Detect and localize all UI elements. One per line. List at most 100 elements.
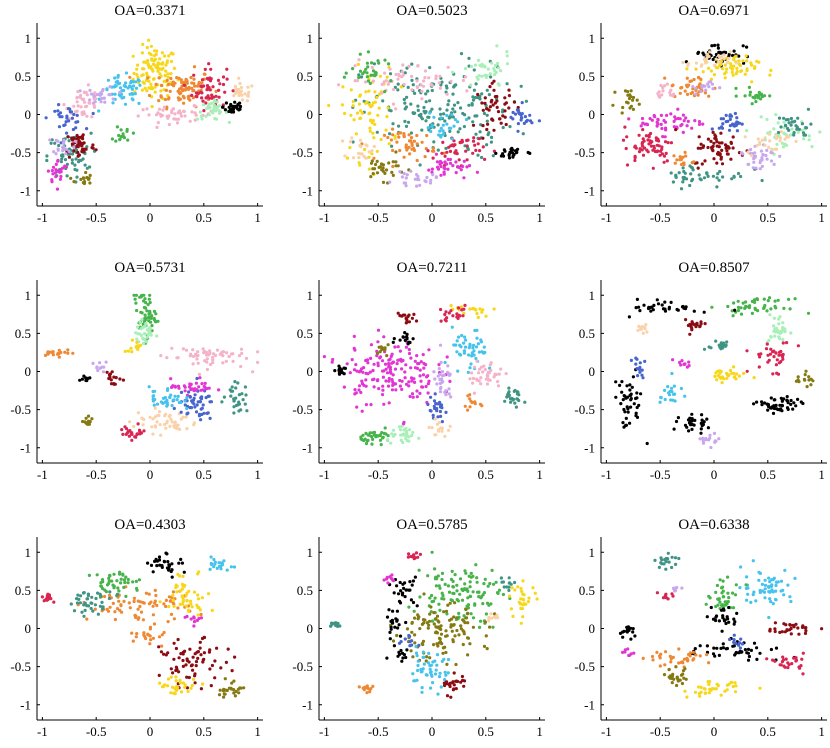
data-point <box>485 647 489 651</box>
data-point <box>796 626 800 630</box>
data-point <box>232 565 237 569</box>
data-point <box>625 629 629 633</box>
data-point <box>179 557 183 562</box>
data-point <box>724 600 729 604</box>
data-point <box>442 657 446 662</box>
y-tick-label: 1 <box>25 31 32 46</box>
data-point <box>435 409 439 413</box>
data-point <box>769 307 773 311</box>
data-point <box>728 637 732 642</box>
data-point <box>80 110 84 115</box>
data-point <box>194 664 198 668</box>
data-point <box>183 385 187 389</box>
data-point <box>158 72 162 76</box>
data-point <box>126 581 130 585</box>
data-point <box>505 82 509 86</box>
data-point <box>699 178 703 182</box>
data-point <box>706 174 710 178</box>
data-point <box>227 109 231 114</box>
data-point <box>514 405 519 409</box>
data-point <box>718 141 722 145</box>
data-point <box>505 395 509 399</box>
data-point <box>699 320 703 324</box>
data-point <box>664 556 668 561</box>
data-point <box>195 403 199 407</box>
data-point <box>431 173 435 177</box>
data-point <box>197 414 201 418</box>
data-point <box>165 419 169 423</box>
data-point <box>395 584 399 588</box>
data-point <box>737 121 742 125</box>
data-point <box>205 387 209 391</box>
data-point <box>802 137 806 141</box>
data-point <box>208 667 212 671</box>
data-point <box>527 596 531 600</box>
data-point <box>151 432 155 436</box>
data-point <box>691 85 695 89</box>
data-point <box>137 79 141 83</box>
data-point <box>371 437 375 441</box>
data-point <box>369 175 373 179</box>
data-point <box>651 166 655 170</box>
data-point <box>443 683 447 688</box>
data-point <box>509 400 513 404</box>
data-point <box>767 358 771 362</box>
data-point <box>79 158 83 162</box>
data-point <box>763 587 767 591</box>
data-point <box>182 101 186 105</box>
data-point <box>216 78 221 82</box>
data-point <box>215 646 219 650</box>
panel-title: OA=0.5785 <box>396 517 467 533</box>
data-point <box>690 422 694 427</box>
data-point <box>761 153 765 157</box>
data-point <box>490 616 494 620</box>
data-point <box>378 350 382 354</box>
data-point <box>179 390 184 394</box>
data-point <box>426 626 430 630</box>
data-point <box>113 382 117 386</box>
data-point <box>397 650 401 655</box>
data-point <box>381 99 385 103</box>
data-point <box>432 643 436 647</box>
data-point <box>507 106 511 110</box>
data-point <box>443 119 447 123</box>
data-point <box>714 618 718 623</box>
data-point <box>649 305 653 309</box>
data-point <box>624 146 628 151</box>
data-point <box>401 440 405 445</box>
data-point <box>436 692 440 696</box>
data-point <box>412 609 416 613</box>
data-point <box>365 144 369 148</box>
data-point <box>171 590 175 594</box>
data-point <box>227 120 231 124</box>
data-point <box>721 122 725 126</box>
data-point <box>751 559 755 563</box>
data-point <box>75 133 79 138</box>
data-point <box>167 114 171 118</box>
data-point <box>135 73 139 77</box>
data-point <box>98 361 102 365</box>
data-point <box>75 113 79 117</box>
data-point <box>430 107 434 111</box>
data-point <box>358 69 363 73</box>
data-point <box>781 655 785 659</box>
data-point <box>738 646 743 650</box>
data-point <box>139 431 144 435</box>
data-point <box>214 109 218 113</box>
data-point <box>670 674 675 678</box>
data-point <box>430 88 434 93</box>
data-point <box>402 135 406 139</box>
data-point <box>448 424 452 428</box>
data-point <box>462 630 466 634</box>
data-point <box>156 111 160 115</box>
data-point <box>387 365 391 369</box>
data-point <box>705 171 709 175</box>
data-point <box>66 135 70 139</box>
data-point <box>721 607 726 611</box>
data-point <box>458 592 462 596</box>
data-point <box>448 682 452 686</box>
data-point <box>147 113 151 117</box>
data-point <box>110 579 114 583</box>
data-point <box>716 684 720 688</box>
data-point <box>157 99 161 103</box>
